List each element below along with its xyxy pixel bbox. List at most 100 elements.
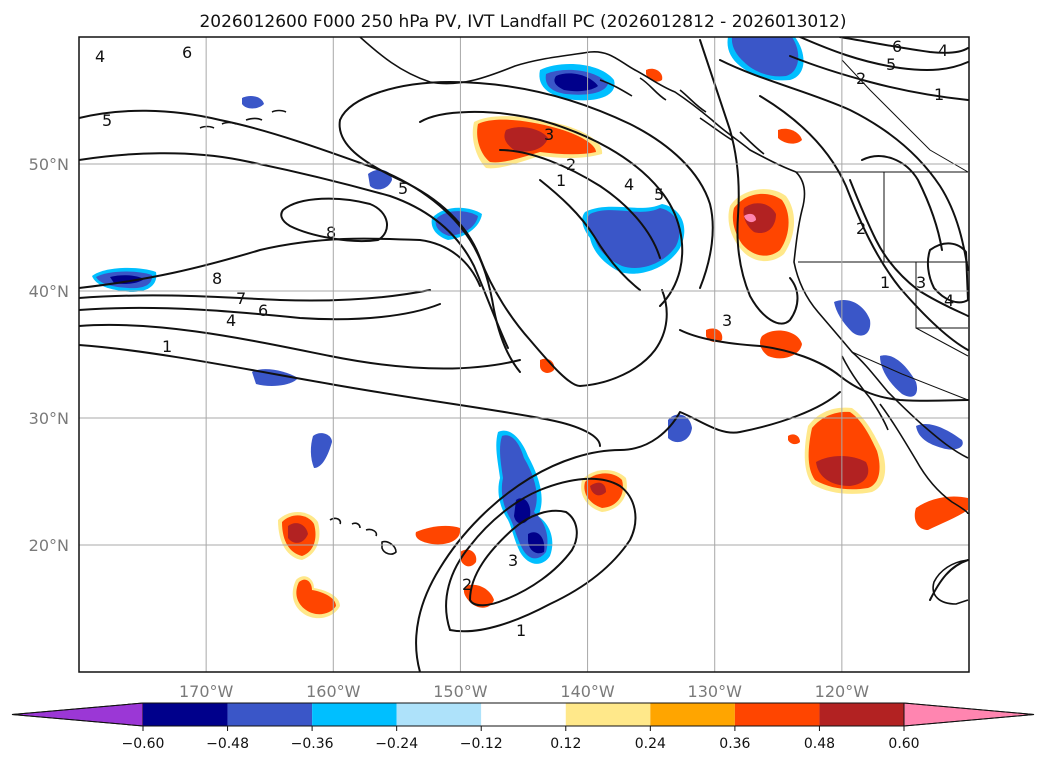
neg-region	[731, 37, 799, 77]
neg-region-core	[110, 275, 144, 284]
neg-region	[310, 433, 332, 468]
neg-region	[252, 369, 298, 386]
pos-region-core	[743, 203, 776, 234]
pv-contour-5c	[799, 37, 969, 71]
contour-label: 4	[95, 47, 105, 66]
colorbar-tick-label: −0.36	[291, 736, 334, 752]
lon-tick-label: 150°W	[433, 682, 488, 701]
pv-contour-1f	[929, 559, 969, 601]
coastline-alaska-panhandle	[599, 77, 765, 155]
pv-contours	[79, 37, 969, 672]
positive-anomaly-regions	[278, 68, 968, 619]
colorbar-tick-label: −0.24	[375, 736, 418, 752]
pv-contour-1	[79, 344, 601, 447]
neg-region-core	[528, 532, 545, 554]
pv-contour-3e	[469, 509, 578, 607]
contour-label: 8	[326, 223, 336, 242]
neg-region	[500, 435, 548, 559]
colorbar-segment	[312, 703, 397, 726]
contour-label: 2	[856, 219, 866, 238]
colorbar-segment	[396, 703, 482, 726]
contour-label: 4	[226, 311, 236, 330]
pos-region-core	[288, 523, 308, 543]
colorbar-segment	[650, 703, 735, 726]
contour-label: 6	[258, 301, 268, 320]
pos-region-core	[504, 127, 548, 152]
pos-region	[778, 128, 802, 144]
pv-contour-6c	[839, 37, 969, 54]
neg-region	[834, 300, 871, 336]
pv-contour-8	[79, 237, 481, 289]
contour-label: 1	[162, 337, 172, 356]
pv-contour-1e	[415, 391, 841, 672]
neg-region	[880, 355, 918, 397]
pv-contour-4d	[926, 242, 969, 304]
colorbar-tick-label: 0.36	[719, 736, 750, 752]
pv-contour-3c	[861, 155, 943, 251]
colorbar-tick-label: −0.12	[460, 736, 503, 752]
pv-contour-7	[79, 289, 431, 302]
pv-contour-1b	[539, 179, 641, 291]
colorbar-tick-label: 0.60	[888, 736, 919, 752]
gridlines	[79, 37, 969, 672]
pv-contour-3	[499, 149, 661, 259]
contour-labels: 4 6 5 8 8 7 6 4 1 5 3 2 1 4 5 3 2 1 3 4 …	[95, 37, 954, 640]
map-plot-area: 4 6 5 8 8 7 6 4 1 5 3 2 1 4 5 3 2 1 3 4 …	[79, 37, 969, 672]
colorbar-extend-low	[11, 702, 144, 727]
contour-label: 5	[398, 179, 408, 198]
colorbar-tick-label: −0.48	[206, 736, 249, 752]
contour-label: 8	[212, 269, 222, 288]
lon-tick-label: 120°W	[815, 682, 870, 701]
colorbar-segment	[481, 703, 566, 726]
contour-label: 1	[880, 273, 890, 292]
pos-region-peak	[744, 213, 756, 223]
figure-title: 2026012600 F000 250 hPa PV, IVT Landfall…	[199, 12, 846, 32]
contour-label: 1	[556, 171, 566, 190]
pv-contour-2c	[719, 59, 969, 271]
contour-label: 3	[508, 551, 518, 570]
contour-label: 5	[886, 55, 896, 74]
contour-label: 7	[236, 289, 246, 308]
lat-tick-label: 30°N	[29, 409, 69, 428]
neg-region	[242, 96, 264, 109]
contour-label: 4	[944, 291, 954, 310]
coastline-north-america	[359, 37, 969, 459]
lon-tick-label: 160°W	[306, 682, 361, 701]
contour-label: 3	[544, 125, 554, 144]
pv-contour-8-closed	[280, 197, 388, 243]
colorbar-extend-high	[903, 702, 1035, 727]
neg-region	[368, 169, 392, 190]
colorbar-tick-label: −0.60	[122, 736, 165, 752]
pos-region	[415, 525, 461, 545]
contour-label: 6	[182, 43, 192, 62]
pos-region	[788, 434, 800, 445]
contour-label: 5	[102, 111, 112, 130]
lon-tick-label: 140°W	[560, 682, 615, 701]
contour-label: 2	[462, 575, 472, 594]
pv-contour-4b	[339, 81, 714, 289]
lat-tick-label: 50°N	[29, 155, 69, 174]
contour-label: 1	[516, 621, 526, 640]
pos-region	[296, 579, 336, 615]
map-frame	[78, 36, 970, 673]
us-mexico-border	[851, 351, 969, 401]
colorbar-tick-label: 0.24	[635, 736, 666, 752]
pv-contour-2	[338, 119, 668, 387]
colorbar-segment	[227, 703, 313, 726]
coastlines	[199, 37, 969, 605]
neg-region-core	[514, 498, 531, 524]
colorbar-tick-label: 0.12	[550, 736, 581, 752]
pv-contour-5b	[419, 111, 684, 307]
colorbar-segment	[565, 703, 651, 726]
neg-region	[586, 208, 680, 268]
pv-contour-4c	[789, 55, 969, 101]
pv-contour-6b	[79, 152, 509, 349]
colorbar-segment	[143, 703, 228, 726]
lon-tick-label: 130°W	[688, 682, 743, 701]
coastline-baja	[841, 355, 889, 431]
contour-label: 1	[934, 85, 944, 104]
pv-contour-4	[79, 323, 521, 370]
pv-contour-1d	[679, 329, 969, 402]
contour-label: 3	[916, 273, 926, 292]
